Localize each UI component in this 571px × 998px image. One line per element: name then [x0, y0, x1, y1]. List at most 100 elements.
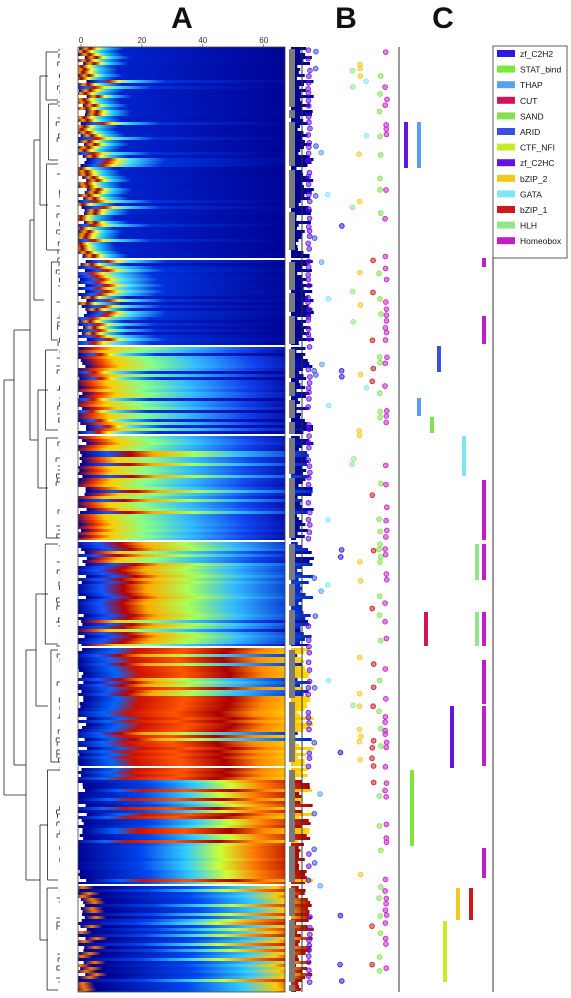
heatmap-row [75, 466, 303, 469]
motif-dot [377, 91, 383, 97]
heatmap-row [73, 684, 301, 687]
motif-dot [350, 702, 356, 709]
motif-dot [383, 276, 390, 283]
motif-dot [370, 779, 377, 786]
motif-dot [305, 637, 312, 643]
heatmap-row [86, 311, 314, 314]
heatmap-row [76, 173, 304, 176]
heatmap-row [81, 296, 309, 299]
motif-dot [382, 551, 389, 558]
motif-dot [305, 959, 312, 965]
motif-dot [382, 764, 389, 770]
motif-dot [376, 270, 382, 277]
heatmap-row [77, 194, 305, 197]
legend-swatch [497, 159, 515, 167]
heatmap-row [77, 535, 305, 538]
heatmap-row [84, 143, 312, 146]
motif-dot [338, 368, 345, 374]
motif-dot [369, 605, 376, 612]
legend-swatch [497, 206, 515, 213]
motif-dot [370, 661, 377, 667]
heatmap-row [74, 520, 302, 523]
motif-dot [306, 198, 313, 205]
heatmap-row [69, 922, 297, 925]
motif-dot [378, 847, 384, 854]
motif-dot [382, 265, 389, 272]
motif-dot [377, 133, 383, 140]
motif-dot [306, 942, 313, 949]
heatmap-row [77, 892, 305, 895]
heatmap-row [77, 74, 305, 77]
motif-dot [305, 535, 312, 542]
motif-dot [306, 336, 313, 342]
motif-dot [305, 973, 312, 979]
heatmap-row [71, 943, 299, 946]
motif-dot [370, 737, 377, 744]
motif-dot [377, 152, 384, 158]
motif-dot [305, 474, 312, 481]
heatmap-row [76, 611, 304, 614]
heatmap-row [81, 919, 309, 922]
motif-dot [382, 215, 388, 222]
motif-dot [377, 175, 383, 182]
motif-dot [306, 979, 313, 985]
heatmap-row [76, 251, 304, 254]
heatmap-row [83, 949, 311, 952]
heatmap-row [79, 834, 307, 837]
motif-dot [382, 462, 389, 469]
heatmap-row [70, 542, 298, 545]
heatmap-row [70, 496, 298, 499]
motif-dot [306, 344, 313, 350]
cluster-bar [289, 888, 295, 916]
motif-dot [306, 755, 313, 761]
heatmap-row [86, 80, 314, 83]
heatmap-row [78, 353, 306, 356]
motif-dot [306, 509, 313, 516]
heatmap-row [73, 401, 301, 404]
heatmap-row [77, 293, 305, 296]
heatmap-row [82, 407, 310, 410]
heatmap-row [74, 101, 302, 104]
motif-dot [357, 559, 363, 565]
heatmap-row [82, 254, 310, 257]
motif-dot [369, 755, 375, 762]
motif-dot [370, 684, 377, 691]
heatmap-row [70, 678, 298, 681]
heatmap-row [83, 314, 311, 317]
motif-dot [311, 685, 318, 691]
cluster-bar [289, 170, 295, 208]
heatmap-row [79, 702, 307, 705]
heatmap-row [75, 266, 303, 269]
motif-dot [377, 210, 384, 216]
heatmap-row [73, 98, 301, 101]
motif-dot [378, 480, 384, 487]
motif-dot [305, 240, 311, 247]
motif-dot [376, 612, 383, 618]
heatmap-row [69, 404, 297, 407]
heatmap-row [75, 233, 303, 236]
heatmap-row [82, 831, 310, 834]
heatmap-row [69, 167, 297, 170]
heatmap-row [70, 248, 298, 251]
heatmap-row [80, 898, 308, 901]
cluster-bar [289, 770, 295, 842]
heatmap-row [74, 566, 302, 569]
motif-dot [383, 696, 389, 702]
heatmap-row [78, 593, 306, 596]
heatmap-row [74, 137, 302, 140]
motif-dot [357, 65, 363, 72]
legend-swatch [497, 50, 515, 57]
motif-dot [317, 791, 323, 797]
motif-dot [305, 264, 312, 270]
heatmap-row [72, 371, 300, 374]
heatmap-row [81, 460, 309, 463]
legend-label: GATA [520, 189, 542, 199]
heatmap-row [77, 660, 305, 663]
heatmap-row [78, 882, 306, 884]
heatmap-row [86, 158, 314, 161]
legend-swatch [497, 237, 515, 245]
motif-dot [370, 257, 376, 264]
motif-dot [383, 965, 390, 972]
heatmap-row [73, 416, 301, 419]
heatmap-row [76, 323, 304, 326]
